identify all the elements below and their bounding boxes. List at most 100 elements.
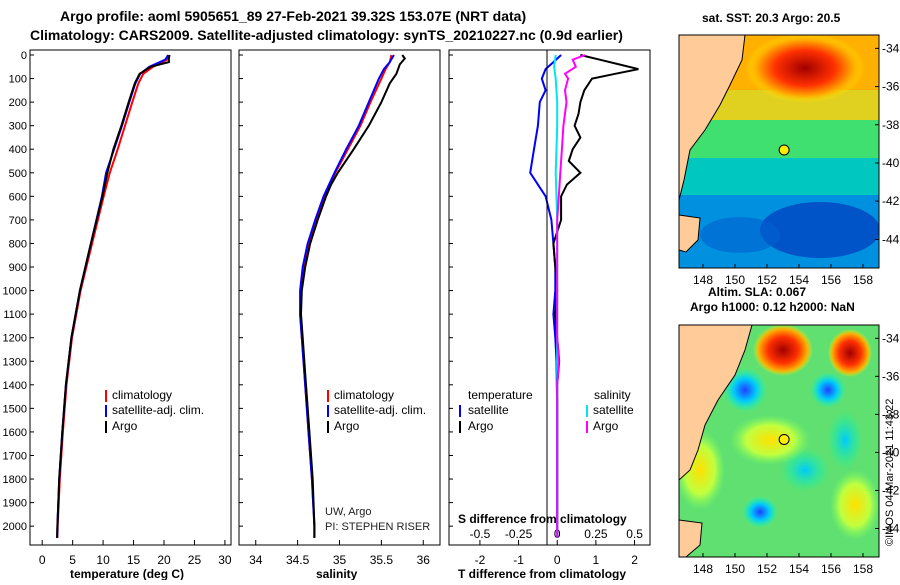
map-x-tick-label: 156 [821,273,841,287]
x-tick-label: 5 [69,553,76,567]
curves-salinity [299,54,407,538]
map-y-tick-label: -34 [882,41,900,55]
depth-tick-label: 600 [9,191,27,203]
depth-tick-label: 200 [9,97,27,109]
x-tick-label: 36 [417,553,431,567]
x-tick-label: 0 [554,553,561,567]
depth-tick-label: 700 [9,215,27,227]
sla-tasmania [679,519,703,557]
depth-tick-label: 1600 [3,427,27,439]
x-tick-label: 25 [188,553,202,567]
series-satellite-adj-clim- [299,54,395,538]
map-y-tick-label: -40 [882,156,900,170]
map-x-tick-label: 148 [693,562,713,576]
map-y-tick-label: -38 [882,407,900,421]
legend-label-temperature-argo: Argo [468,419,494,433]
series-argo [56,54,171,538]
series-climatology [299,54,393,538]
depth-tick-label: 1400 [3,380,27,392]
salinity-legend: climatology satellite-adj. clim. Argo [327,388,426,433]
map-x-tick-label: 154 [789,562,809,576]
difference-legend: temperature salinity satellite Argo sate… [459,388,634,433]
map-x-tick-label: 148 [693,273,713,287]
sst-cold-core-2 [700,217,780,253]
x-tick-label: 1 [593,553,600,567]
sla-map-frame [678,324,880,558]
sla-cyan-2 [827,410,863,470]
map-x-tick-label: 156 [821,562,841,576]
credit-line-1: UW, Argo [325,506,371,518]
header-line-2: Climatology: CARS2009. Satellite-adjuste… [30,27,623,43]
map-y-tick-label: -42 [882,483,900,497]
depth-tick-label: 2000 [3,521,27,533]
curves-temperature [56,54,171,538]
depth-tick-label: 1500 [3,403,27,415]
sla-low-1 [723,368,767,412]
s-tick-label: 0.5 [626,527,643,541]
depth-tick-label: 1900 [3,498,27,510]
curves-difference [529,54,639,538]
map-y-tick-label: -38 [882,118,900,132]
sst-mid-band [679,120,879,160]
x-tick-label: 35 [333,553,347,567]
difference-panel [448,49,651,546]
sst-map-frame [678,34,880,269]
x-tick-label: 20 [157,553,171,567]
map-x-tick-label: 150 [725,562,745,576]
temperature-panel [29,49,232,546]
x-tick-label: 30 [218,553,232,567]
series-argo [299,54,407,538]
depth-tick-label: 1800 [3,474,27,486]
map-x-tick-label: 152 [757,273,777,287]
depth-tick-label: 1000 [3,286,27,298]
x-tick-label: 10 [96,553,110,567]
map-x-tick-label: 152 [757,562,777,576]
depth-tick-label: 1100 [3,309,27,321]
map-x-tick-label: 150 [725,273,745,287]
sst-tasmania [679,214,701,253]
sla-yellow-2 [830,470,879,540]
sst-map-title: sat. SST: 20.3 Argo: 20.5 [702,11,841,25]
x-tick-label: 35.5 [370,553,394,567]
map-y-tick-label: -36 [882,80,900,94]
depth-tick-label: 1200 [3,333,27,345]
temperature-legend: climatology satellite-adj. clim. Argo [105,388,204,433]
sst-hot-core [745,35,865,103]
series-climatology [56,54,169,538]
depth-tick-label: 500 [9,168,27,180]
map-y-tick-label: -40 [882,445,900,459]
map-y-tick-label: -44 [882,232,900,246]
sla-map-subtitle: Argo h1000: 0.12 h2000: NaN [690,300,855,314]
depth-tick-label: 900 [9,262,27,274]
x-tick-label: 0 [39,553,46,567]
x-tick-label: -2 [475,553,486,567]
legend-label-satellite: satellite-adj. clim. [334,403,426,417]
series-salinity-argo [556,54,586,538]
x-tick-label: -1 [513,553,524,567]
map-x-tick-label: 154 [789,273,809,287]
sla-high-1 [753,325,813,376]
legend-label-salinity-argo: Argo [593,419,619,433]
x-tick-label: 2 [631,553,638,567]
series-satellite-adj-clim- [56,54,170,538]
salinity-xlabel: salinity [316,567,358,580]
header-line-1: Argo profile: aoml 5905651_89 27-Feb-202… [60,8,526,24]
sla-low-2 [810,372,846,408]
x-tick-label: 34.5 [286,553,310,567]
sst-float-marker [778,144,790,156]
s-tick-label: 0.25 [584,527,608,541]
difference-xlabel: T difference from climatology [458,567,626,580]
depth-tick-label: 100 [9,74,27,86]
sla-float-marker [778,433,790,445]
depth-tick-label: 300 [9,121,27,133]
legend-label-climatology: climatology [334,388,394,402]
temperature-xlabel: temperature (deg C) [70,567,184,580]
sst-land [679,35,746,201]
sla-land [679,325,753,481]
salinity-panel [238,49,441,546]
legend-header-salinity: salinity [594,388,631,402]
depth-tick-label: 1300 [3,356,27,368]
depth-tick-label: 800 [9,238,27,250]
